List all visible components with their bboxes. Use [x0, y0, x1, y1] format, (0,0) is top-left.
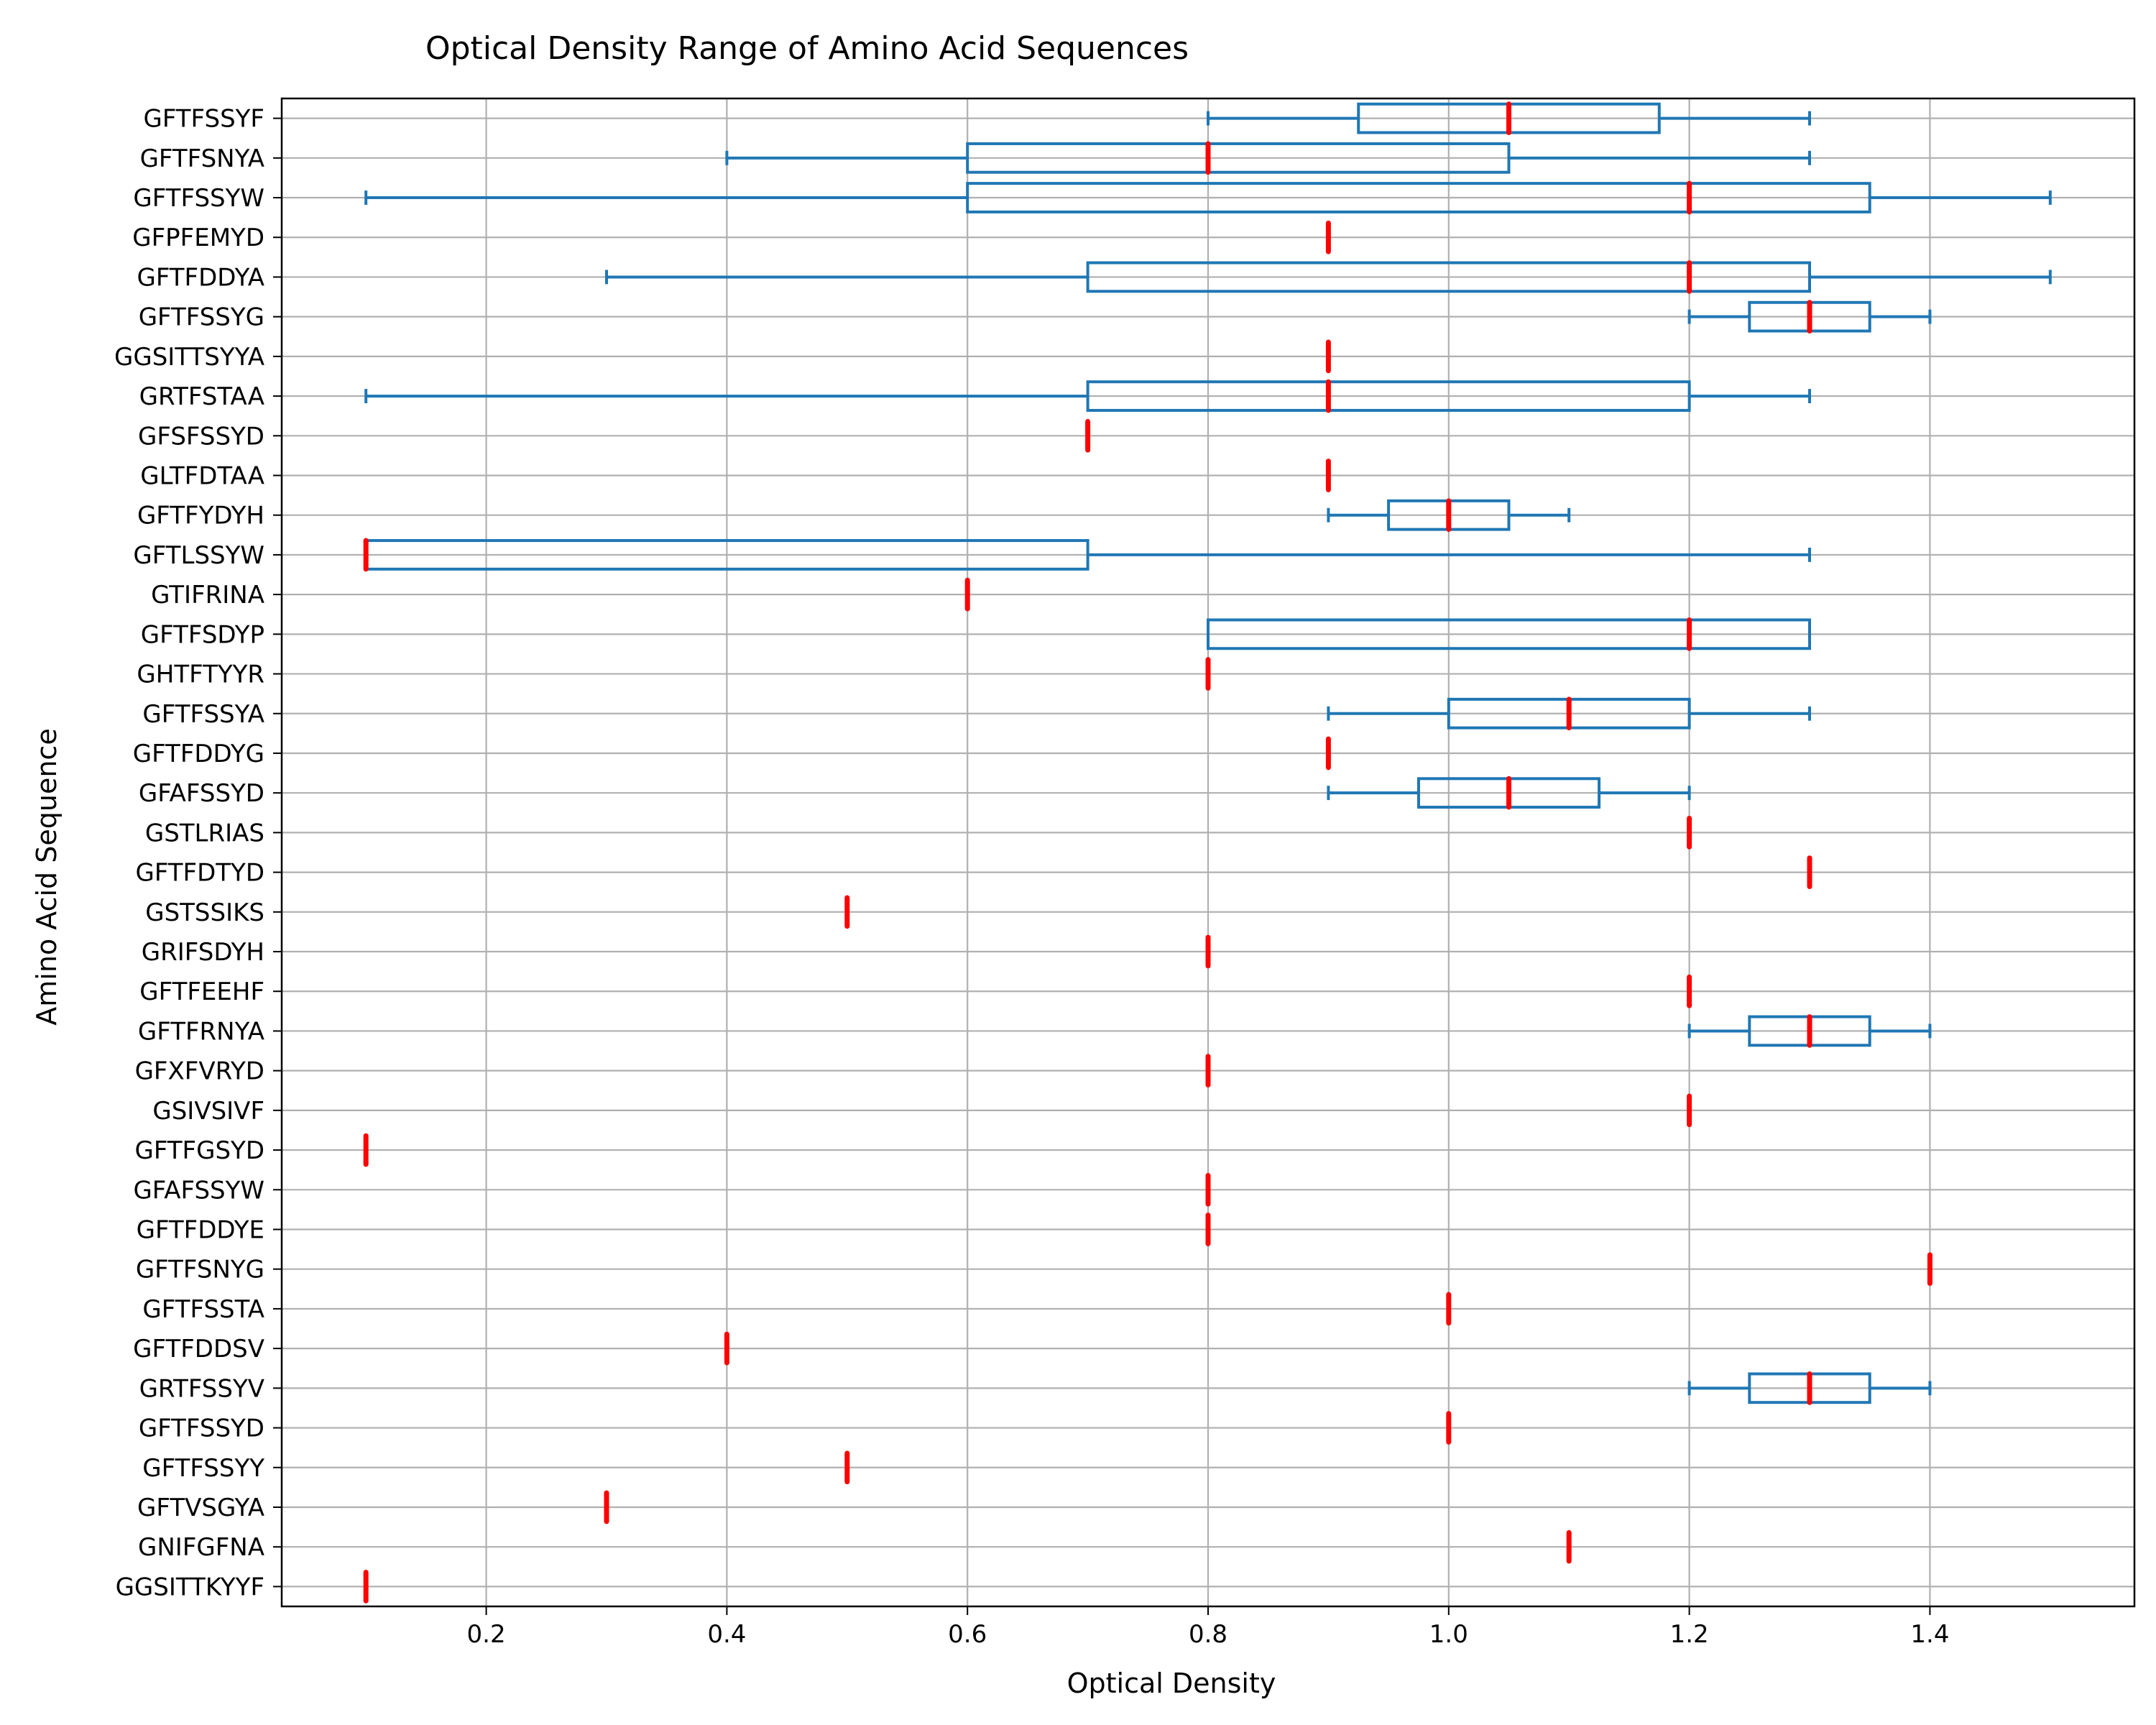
x-tick-label: 1.2: [1670, 1620, 1709, 1649]
box-gftfssyf: [1207, 101, 1812, 135]
y-tick-label: GGSITTSYYA: [114, 343, 264, 372]
y-tick-label: GTIFRINA: [151, 581, 264, 610]
y-tick-label: GFTFSSYY: [142, 1454, 264, 1483]
y-tick-label: GFTLSSYW: [133, 541, 264, 570]
x-axis-label: Optical Density: [1067, 1668, 1276, 1699]
chart-title: Optical Density Range of Amino Acid Sequ…: [425, 30, 1189, 67]
y-tick-label: GFTFSSTA: [142, 1295, 264, 1324]
y-tick-label: GFSFSSYD: [138, 422, 264, 451]
x-tick-label: 1.0: [1429, 1620, 1468, 1649]
y-tick-label: GFAFSSYW: [133, 1176, 264, 1205]
box-iqr: [1086, 380, 1691, 412]
y-tick-label: GNIFGFNA: [138, 1533, 264, 1562]
y-tick-label: GHTFTYYR: [137, 661, 264, 689]
y-tick-label: GSTSSIKS: [145, 898, 264, 927]
box-iqr: [966, 182, 1871, 213]
x-tick-label: 0.2: [467, 1620, 506, 1649]
y-tick-label: GFTFYDYH: [137, 502, 264, 530]
y-tick-label: GFTFDDYE: [137, 1216, 264, 1245]
y-tick-label: GGSITTKYYF: [116, 1573, 264, 1601]
y-tick-label: GFTFDDYG: [133, 740, 264, 768]
box-gftfssyw: [364, 180, 2052, 215]
y-tick-label: GFTFSSYW: [133, 184, 264, 213]
y-tick-label: GFAFSSYD: [139, 779, 264, 808]
box-gftfydyh: [1327, 498, 1571, 533]
box-iqr: [1207, 618, 1812, 650]
grid-lines: [282, 98, 2134, 1606]
y-tick-label: GFTFGSYD: [134, 1136, 264, 1165]
y-tick-label: GFTFSSYF: [143, 105, 264, 134]
y-tick-label: GFPFEMYD: [132, 224, 264, 252]
y-axis-ticks: GFTFSSYF GFTFSNYA GFTFSSYW GFPFEMYD GFTFDDYA…: [114, 105, 282, 1601]
y-tick-label: GFXFVRYD: [135, 1057, 264, 1086]
x-tick-label: 0.6: [948, 1620, 987, 1649]
box-gftfsnya: [725, 141, 1812, 175]
y-tick-label: GFTFDDYA: [137, 263, 264, 292]
y-tick-label: GFTFSSYD: [139, 1414, 264, 1443]
x-tick-label: 1.4: [1910, 1620, 1949, 1649]
box-gftfddya: [604, 260, 2052, 294]
box-gftfrnya: [1687, 1014, 1932, 1048]
box-grtfstaa: [364, 379, 1812, 413]
y-tick-label: GRIFSDYH: [142, 938, 264, 967]
y-axis-label: Amino Acid Sequence: [31, 728, 63, 1025]
y-tick-label: GFTFDTYD: [135, 859, 264, 888]
y-tick-label: GFTFSNYG: [136, 1256, 264, 1284]
y-tick-label: GLTFDTAA: [140, 462, 264, 491]
x-axis-ticks: 0.2 0.4 0.6 0.8 1.0 1.2 1.4: [467, 1606, 1949, 1649]
y-tick-label: GSIVSIVF: [152, 1097, 264, 1126]
y-tick-label: GFTFSNYA: [140, 144, 264, 173]
y-tick-label: GRTFSTAA: [139, 382, 264, 411]
y-tick-label: GFTFEEHF: [139, 978, 264, 1006]
y-tick-label: GFTFRNYA: [138, 1017, 264, 1046]
y-tick-label: GFTFSSYA: [142, 700, 264, 729]
y-tick-label: GFTFDDSV: [133, 1335, 264, 1363]
x-tick-label: 0.4: [707, 1620, 746, 1649]
y-tick-label: GFTVSGYA: [137, 1494, 264, 1522]
box-grtfssyv: [1687, 1371, 1932, 1405]
y-tick-label: GSTLRIAS: [145, 819, 264, 847]
box-gftfssyg: [1687, 300, 1932, 334]
y-tick-label: GRTFSSYV: [139, 1374, 264, 1403]
box-gftfsdyp: [1207, 617, 1812, 651]
y-tick-label: GFTFSDYP: [141, 620, 264, 649]
box-gftfssya: [1327, 696, 1812, 731]
box-gftlssyw: [363, 538, 1812, 572]
box-iqr: [966, 142, 1511, 174]
box-series: [363, 101, 2052, 1604]
box-gfafssyd: [1327, 776, 1691, 810]
x-tick-label: 0.8: [1189, 1620, 1227, 1649]
y-tick-label: GFTFSSYG: [139, 303, 264, 332]
box-iqr: [1086, 261, 1812, 293]
